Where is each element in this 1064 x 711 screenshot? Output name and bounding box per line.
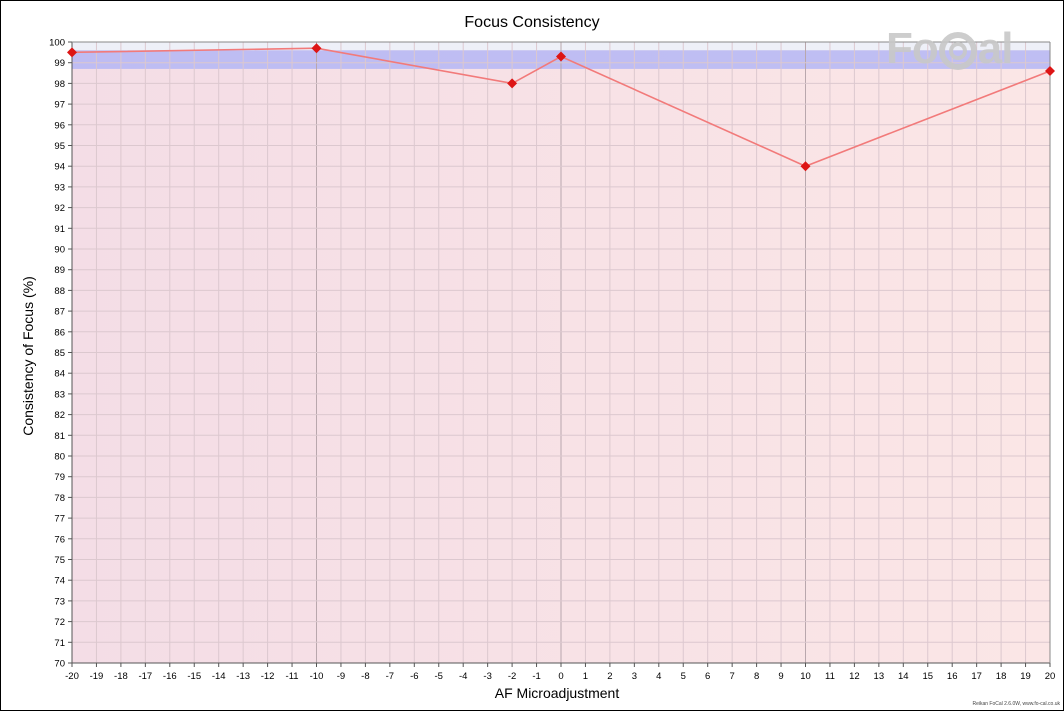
x-tick-label: 3 (632, 671, 637, 682)
x-tick-label: 8 (754, 671, 759, 682)
x-tick-label: 9 (778, 671, 783, 682)
x-tick-label: -5 (435, 671, 443, 682)
data-point-marker (556, 51, 566, 62)
x-tick-label: -18 (114, 671, 128, 682)
x-tick-label: -9 (337, 671, 345, 682)
x-tick-label: -15 (187, 671, 201, 682)
x-tick-label: 16 (947, 671, 958, 682)
x-tick-label: -13 (236, 671, 250, 682)
x-tick-label: 17 (971, 671, 982, 682)
y-tick-label: 89 (54, 265, 65, 276)
y-tick-label: 86 (54, 327, 65, 338)
y-tick-label: 100 (49, 38, 65, 49)
y-tick-label: 76 (54, 534, 65, 545)
x-tick-label: -16 (163, 671, 177, 682)
y-tick-label: 82 (54, 410, 65, 421)
x-tick-label: 10 (800, 671, 811, 682)
y-tick-label: 87 (54, 307, 65, 318)
y-tick-label: 97 (54, 100, 65, 111)
y-tick-label: 83 (54, 389, 65, 400)
x-tick-label: 4 (656, 671, 661, 682)
x-tick-label: -3 (483, 671, 491, 682)
x-tick-label: 11 (825, 671, 835, 682)
x-tick-label: -17 (138, 671, 152, 682)
x-tick-label: 0 (558, 671, 563, 682)
x-tick-label: 19 (1020, 671, 1031, 682)
x-tick-label: -7 (386, 671, 394, 682)
logo-ring-icon (938, 32, 977, 71)
y-tick-label: 94 (54, 162, 65, 173)
x-tick-label: 6 (705, 671, 710, 682)
y-tick-label: 92 (54, 203, 65, 214)
data-point-marker (67, 47, 77, 58)
y-tick-label: 96 (54, 120, 65, 131)
x-tick-label: -14 (212, 671, 226, 682)
data-point-marker (1045, 65, 1055, 76)
x-tick-label: -8 (361, 671, 369, 682)
x-axis-label: AF Microadjustment (494, 685, 620, 701)
y-tick-label: 80 (54, 452, 65, 463)
x-tick-label: 2 (607, 671, 612, 682)
y-tick-label: 90 (54, 245, 65, 256)
chart-title: Focus Consistency (464, 14, 600, 31)
x-tick-label: -20 (65, 671, 79, 682)
y-tick-label: 93 (54, 182, 65, 193)
logo-text-post: al (977, 24, 1014, 73)
x-tick-label: 18 (996, 671, 1007, 682)
data-point-marker (800, 161, 811, 172)
y-tick-label: 88 (54, 286, 65, 297)
y-tick-label: 78 (54, 493, 65, 504)
y-axis-label: Consistency of Focus (%) (20, 276, 36, 436)
y-tick-label: 71 (54, 638, 65, 649)
x-tick-label: -4 (459, 671, 467, 682)
x-tick-label: 20 (1045, 671, 1056, 682)
x-tick-label: -11 (286, 671, 299, 682)
data-point-marker (311, 43, 322, 54)
y-tick-label: 84 (54, 369, 65, 380)
y-tick-label: 99 (54, 58, 65, 69)
y-tick-label: 81 (54, 431, 65, 442)
x-tick-label: -19 (90, 671, 104, 682)
y-tick-label: 70 (54, 659, 65, 670)
focal-logo: Fo al (886, 24, 1014, 74)
x-tick-label: 7 (730, 671, 735, 682)
x-tick-label: 13 (874, 671, 885, 682)
data-point-marker (507, 78, 518, 89)
x-tick-label: 1 (583, 671, 588, 682)
y-tick-label: 95 (54, 141, 65, 152)
series-line (71, 47, 1051, 168)
y-tick-label: 73 (54, 596, 65, 607)
x-tick-label: -12 (261, 671, 275, 682)
x-tick-label: -1 (532, 671, 540, 682)
y-tick-label: 75 (54, 555, 65, 566)
x-tick-label: -2 (508, 671, 516, 682)
y-tick-label: 77 (54, 514, 65, 525)
logo-text-pre: Fo (886, 24, 939, 73)
y-tick-label: 72 (54, 617, 65, 628)
y-tick-label: 74 (54, 576, 65, 587)
x-tick-label: 12 (849, 671, 860, 682)
x-tick-label: -6 (410, 671, 418, 682)
y-tick-label: 79 (54, 472, 65, 483)
x-tick-label: 14 (898, 671, 909, 682)
y-tick-label: 85 (54, 348, 65, 359)
y-tick-label: 98 (54, 79, 65, 90)
x-tick-label: 15 (922, 671, 933, 682)
credit-text: Reikan FoCal 2.6.0W, www.fo-cal.co.uk (972, 701, 1060, 707)
x-tick-label: 5 (681, 671, 686, 682)
y-tick-label: 91 (54, 224, 65, 235)
x-tick-label: -10 (310, 671, 324, 682)
